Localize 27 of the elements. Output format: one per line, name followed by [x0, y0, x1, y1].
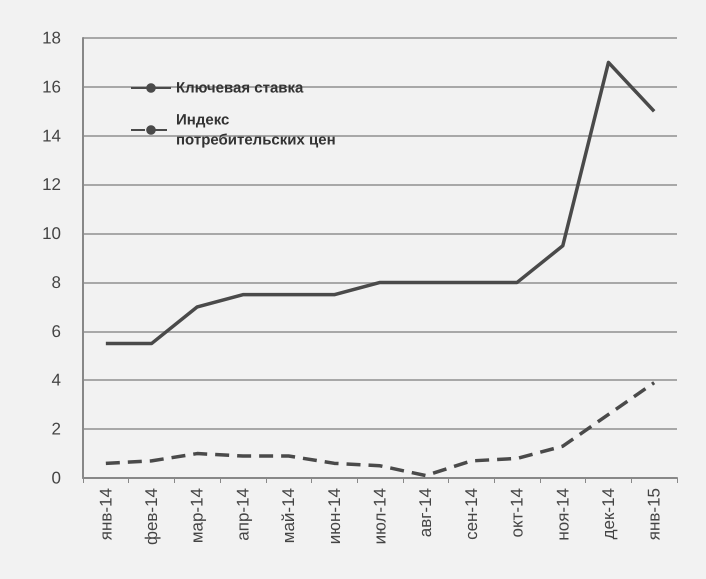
legend-label: Индекс потребительских цен — [176, 112, 336, 148]
x-tick-label: май-14 — [279, 488, 298, 544]
y-tick-label: 2 — [52, 420, 61, 439]
x-tick-label: окт-14 — [508, 488, 527, 538]
x-tick-label: фев-14 — [142, 488, 162, 546]
y-tick-label: 18 — [42, 28, 61, 48]
y-tick-label: 6 — [52, 322, 61, 341]
y-tick-label: 16 — [42, 77, 61, 96]
x-tick-label: июн-14 — [324, 488, 344, 544]
line-series — [104, 60, 656, 346]
x-tick-label: ноя-14 — [553, 488, 572, 541]
x-tick-label: мар-14 — [188, 488, 207, 544]
line-series — [104, 380, 656, 478]
x-tick-label: янв-14 — [96, 488, 116, 540]
y-tick-label: 4 — [52, 370, 61, 390]
x-tick-label: апр-14 — [233, 488, 252, 541]
x-tick-label: дек-14 — [598, 488, 618, 540]
x-tick-label: сен-14 — [462, 488, 481, 540]
y-tick-label: 10 — [42, 224, 61, 244]
x-tick-label: янв-15 — [644, 488, 664, 540]
x-tick-label: авг-14 — [416, 488, 436, 538]
x-tick-label: июл-14 — [370, 488, 390, 544]
y-tick-label: 0 — [52, 468, 61, 488]
y-tick-label: 12 — [42, 175, 61, 194]
legend-label: Ключевая ставка — [176, 80, 304, 96]
y-tick-label: 8 — [52, 272, 61, 292]
y-tick-label: 14 — [42, 126, 61, 146]
